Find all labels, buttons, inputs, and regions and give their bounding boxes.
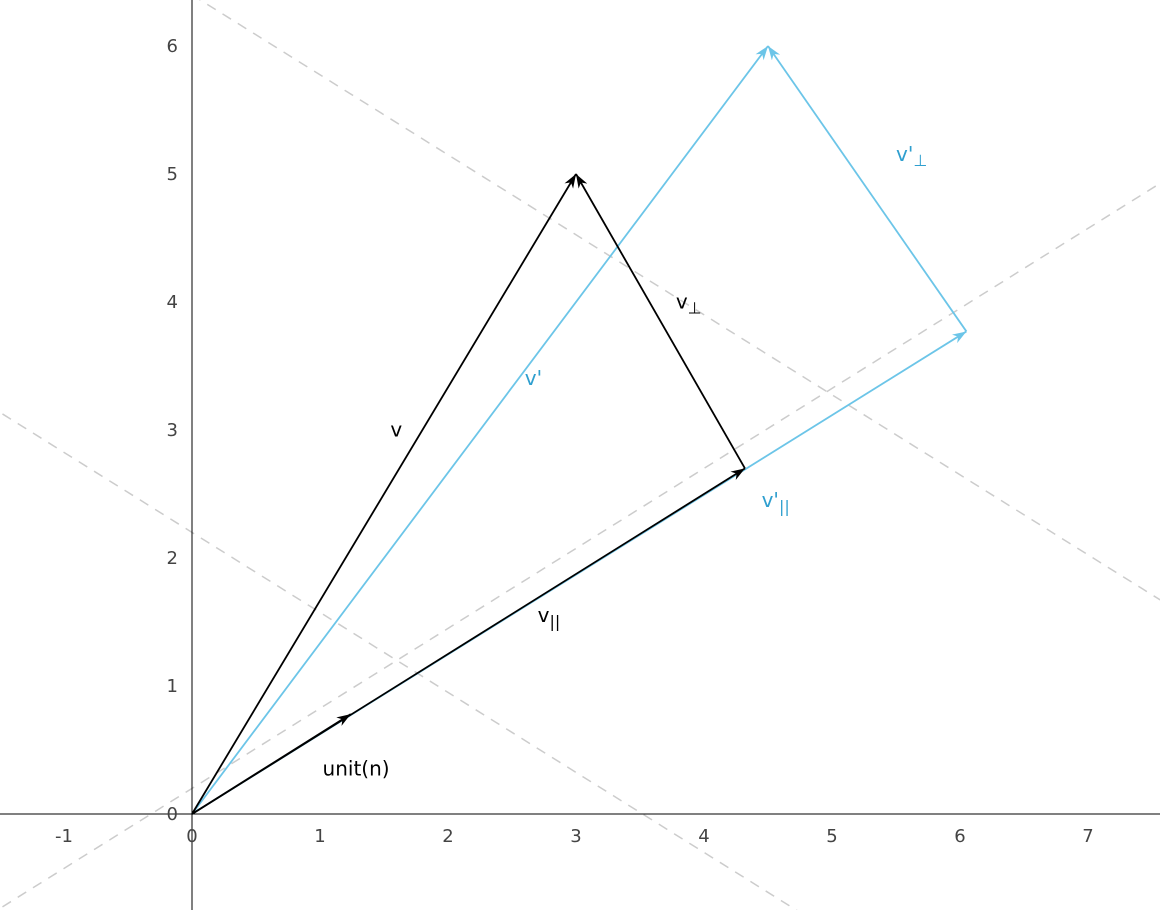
label-vprime_perp: v'⊥ xyxy=(896,142,927,170)
label-v: v xyxy=(390,417,402,441)
y-tick-label: 0 xyxy=(167,804,178,825)
label-v_par: v|| xyxy=(538,603,561,631)
x-tick-label: 0 xyxy=(186,826,197,847)
guide-lines xyxy=(0,0,1160,910)
x-tick-label: 5 xyxy=(826,826,837,847)
vector-v_perp xyxy=(576,174,745,468)
guide-line xyxy=(0,180,1160,910)
label-unit_n: unit(n) xyxy=(323,757,390,781)
x-tick-label: 7 xyxy=(1082,826,1093,847)
vectors xyxy=(192,46,966,814)
y-tick-label: 5 xyxy=(167,164,178,185)
vector-vprime xyxy=(192,46,768,814)
vector-vprime_perp xyxy=(768,46,966,331)
y-tick-label: 1 xyxy=(167,676,178,697)
x-tick-label: 6 xyxy=(954,826,965,847)
label-vprime_par: v'|| xyxy=(762,488,790,516)
x-tick-label: -1 xyxy=(55,826,73,847)
y-tick-label: 4 xyxy=(167,292,178,313)
y-tick-label: 6 xyxy=(167,36,178,57)
label-vprime: v' xyxy=(525,366,542,390)
x-tick-label: 2 xyxy=(442,826,453,847)
vector-decomposition-plot: -1 0 1 2 3 4 5 6 7 0 1 2 3 4 5 6 unit(n) v v|| v⊥ v' v'|| v'⊥ xyxy=(0,0,1160,910)
axes: -1 0 1 2 3 4 5 6 7 0 1 2 3 4 5 6 xyxy=(0,0,1160,910)
label-v_perp: v⊥ xyxy=(676,289,702,317)
x-tick-label: 1 xyxy=(314,826,325,847)
vector-v xyxy=(192,174,576,814)
x-tick-label: 3 xyxy=(570,826,581,847)
y-tick-label: 3 xyxy=(167,420,178,441)
y-tick-label: 2 xyxy=(167,548,178,569)
x-tick-label: 4 xyxy=(698,826,709,847)
